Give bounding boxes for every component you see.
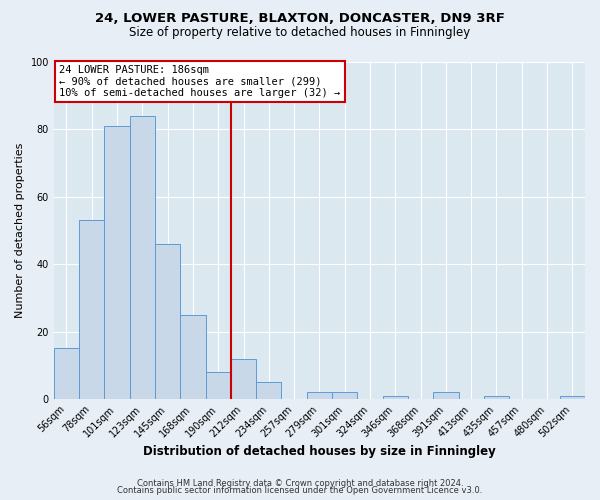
Bar [130,116,155,399]
Bar [484,396,509,399]
Bar [104,126,130,399]
Bar [155,244,180,399]
Bar [206,372,231,399]
Text: Contains public sector information licensed under the Open Government Licence v3: Contains public sector information licen… [118,486,482,495]
Bar [560,396,585,399]
Text: 24 LOWER PASTURE: 186sqm
← 90% of detached houses are smaller (299)
10% of semi-: 24 LOWER PASTURE: 186sqm ← 90% of detach… [59,65,340,98]
Bar [433,392,458,399]
Y-axis label: Number of detached properties: Number of detached properties [15,142,25,318]
Bar [54,348,79,399]
Text: Contains HM Land Registry data © Crown copyright and database right 2024.: Contains HM Land Registry data © Crown c… [137,478,463,488]
X-axis label: Distribution of detached houses by size in Finningley: Distribution of detached houses by size … [143,444,496,458]
Bar [332,392,358,399]
Bar [256,382,281,399]
Bar [180,314,206,399]
Bar [383,396,408,399]
Bar [231,358,256,399]
Text: 24, LOWER PASTURE, BLAXTON, DONCASTER, DN9 3RF: 24, LOWER PASTURE, BLAXTON, DONCASTER, D… [95,12,505,26]
Bar [307,392,332,399]
Bar [79,220,104,399]
Text: Size of property relative to detached houses in Finningley: Size of property relative to detached ho… [130,26,470,39]
